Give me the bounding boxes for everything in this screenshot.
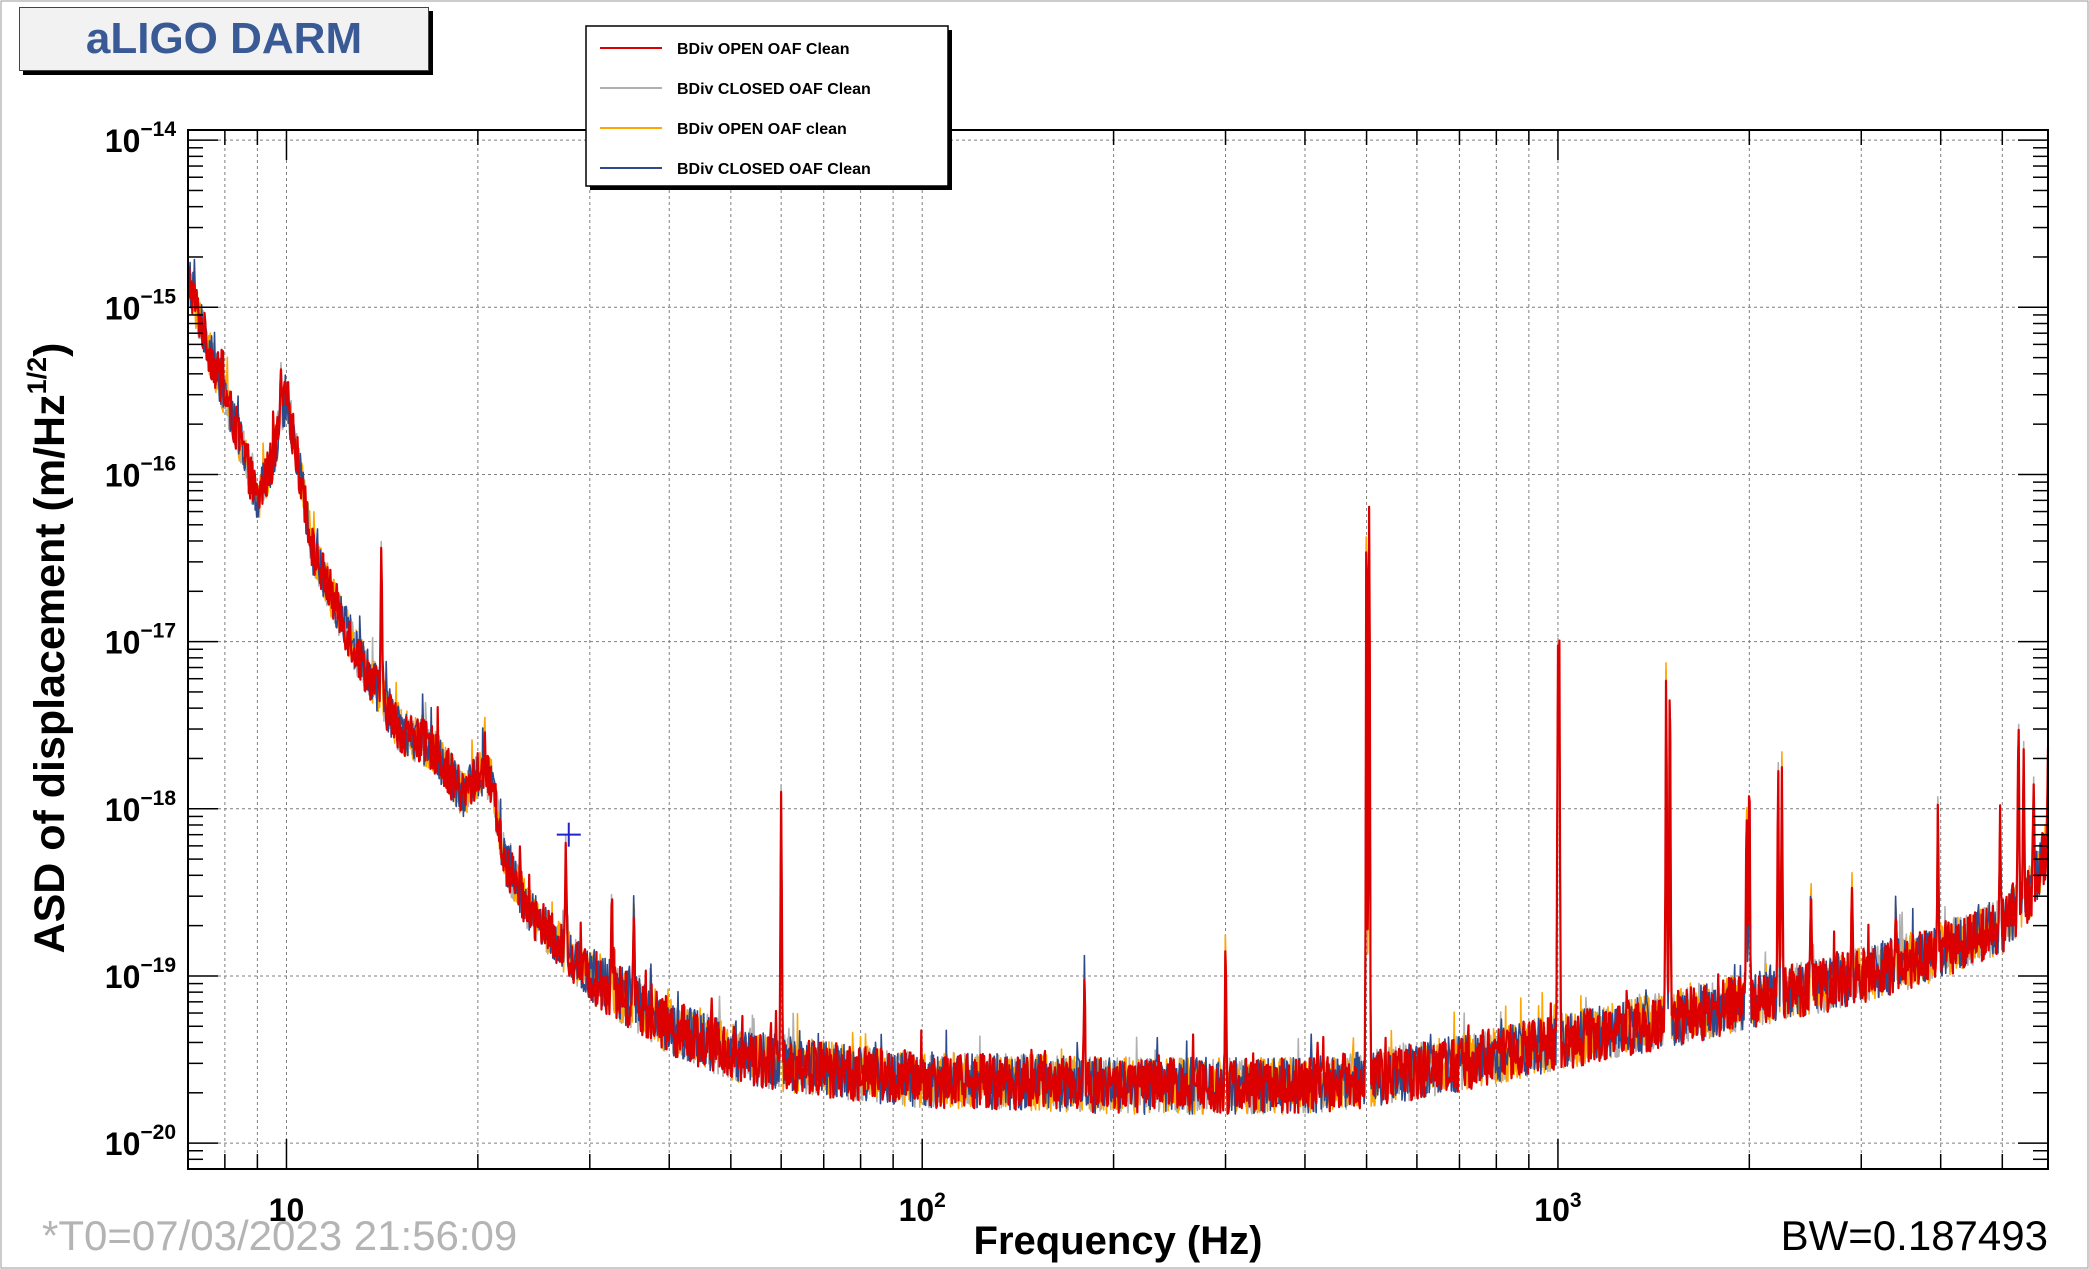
y-tick-label: 10−16 [105, 452, 176, 493]
legend-label: BDiv OPEN OAF Clean [677, 41, 849, 58]
y-tick-label-base: 10 [105, 457, 141, 493]
tick-labels: 10 102 10310−1410−1510−1610−1710−1810−1910… [105, 118, 1582, 1228]
legend-label: BDiv OPEN OAF clean [677, 121, 847, 138]
x-tick-label-base: 10 [269, 1192, 305, 1228]
x-tick-label: 103 [1534, 1189, 1581, 1228]
x-tick-label-base: 10 [1534, 1192, 1570, 1228]
y-tick-label-exp: −19 [140, 954, 176, 977]
y-tick-label: 10−18 [105, 787, 177, 828]
legend-label: BDiv CLOSED OAF Clean [677, 81, 871, 98]
chart-grid [187, 130, 2048, 1169]
y-axis-label-exp: 1/2 [22, 357, 52, 395]
y-tick-label-base: 10 [105, 959, 141, 995]
y-tick-label-base: 10 [105, 1126, 141, 1162]
y-tick-label: 10−19 [105, 954, 176, 995]
y-tick-label-exp: −15 [140, 285, 176, 308]
legend: BDiv OPEN OAF Clean BDiv CLOSED OAF Clean… [585, 25, 952, 190]
y-tick-label: 10−15 [105, 285, 177, 326]
series-line [187, 266, 2049, 1115]
y-tick-label-base: 10 [105, 792, 141, 828]
series-line [187, 267, 2050, 1115]
legend-label: BDiv CLOSED OAF Clean [677, 161, 871, 178]
x-tick-label-base: 10 [899, 1192, 935, 1228]
y-axis-label-tail: ) [26, 343, 74, 357]
y-tick-label: 10−17 [105, 620, 176, 661]
y-axis-label-main: ASD of displacement (m/Hz [26, 394, 74, 953]
y-tick-label-exp: −20 [140, 1121, 176, 1144]
t0-timestamp: *T0=07/03/2023 21:56:09 [42, 1212, 518, 1259]
x-axis-label: Frequency (Hz) [974, 1219, 1263, 1263]
y-tick-label: 10−14 [105, 118, 177, 159]
x-tick-label: 102 [899, 1189, 946, 1228]
y-tick-label-base: 10 [105, 625, 141, 661]
axis-ticks [187, 130, 2048, 1169]
chart-series [187, 258, 2050, 1115]
x-tick-label: 10 [269, 1192, 305, 1228]
x-tick-label-exp: 3 [1570, 1189, 1582, 1212]
y-tick-label-base: 10 [105, 290, 141, 326]
y-axis-label: ASD of displacement (m/Hz1/2) [22, 343, 74, 954]
y-tick-label: 10−20 [105, 1121, 176, 1162]
bandwidth-readout: BW=0.187493 [1780, 1212, 2048, 1259]
x-tick-label-exp: 2 [934, 1189, 946, 1212]
y-tick-label-exp: −18 [140, 787, 176, 810]
chart-title: aLIGO DARM [19, 7, 429, 71]
y-tick-label-exp: −17 [140, 620, 176, 643]
y-tick-label-base: 10 [105, 123, 141, 159]
y-tick-label-exp: −16 [140, 452, 176, 475]
y-tick-label-exp: −14 [140, 118, 176, 141]
